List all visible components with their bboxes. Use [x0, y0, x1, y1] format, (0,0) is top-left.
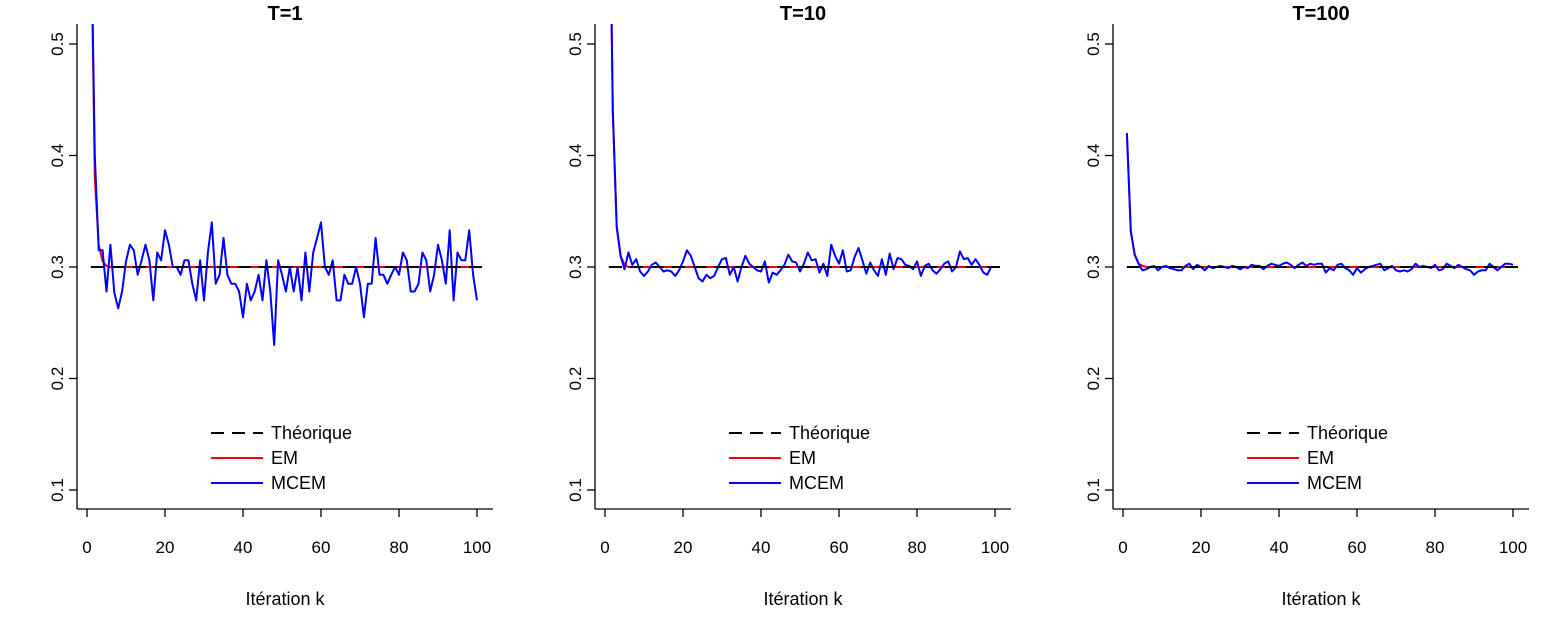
y-tick-label: 0.5 [48, 32, 67, 56]
legend-label: MCEM [789, 473, 844, 493]
x-axis-label: Itération k [763, 589, 843, 609]
y-tick-label: 0.2 [48, 367, 67, 391]
series-em-line [610, 24, 995, 268]
y-tick-label: 0.1 [1084, 478, 1103, 502]
y-tick-label: 0.3 [566, 255, 585, 279]
y-tick-label: 0.4 [1084, 144, 1103, 168]
x-tick-label: 60 [830, 538, 849, 557]
legend: Théorique EM MCEM [1247, 423, 1388, 493]
x-tick-label: 20 [1192, 538, 1211, 557]
y-tick-label: 0.3 [1084, 255, 1103, 279]
series-group [1125, 133, 1523, 276]
y-tick-label: 0.2 [1084, 367, 1103, 391]
x-tick-label: 20 [674, 538, 693, 557]
x-tick-label: 60 [312, 538, 331, 557]
legend: Théorique EM MCEM [211, 423, 352, 493]
legend-label: Théorique [789, 423, 870, 443]
y-tick-label: 0.3 [48, 255, 67, 279]
series-mcem-line [91, 24, 478, 346]
panel-title: T=100 [1292, 3, 1349, 25]
y-tick-label: 0.1 [566, 478, 585, 502]
panel-3: T=100 0.1 0.2 0.3 0.4 0.5 0 20 40 60 80 100 Itératio… [1084, 3, 1529, 609]
series-em-line [1125, 133, 1513, 268]
legend-label: MCEM [271, 473, 326, 493]
legend-label: EM [1307, 448, 1334, 468]
legend-label: MCEM [1307, 473, 1362, 493]
y-tick-label: 0.4 [48, 144, 67, 168]
panel-2: T=10 0.1 0.2 0.3 0.4 0.5 0 20 40 60 80 100 Itération… [566, 3, 1011, 609]
x-tick-label: 100 [463, 538, 491, 557]
legend: Théorique EM MCEM [729, 423, 870, 493]
series-mcem-line [1125, 133, 1514, 276]
x-tick-label: 40 [752, 538, 771, 557]
x-tick-label: 40 [234, 538, 253, 557]
legend-label: Théorique [271, 423, 352, 443]
y-tick-label: 0.2 [566, 367, 585, 391]
y-tick-label: 0.1 [48, 478, 67, 502]
x-tick-label: 40 [1270, 538, 1289, 557]
y-tick-label: 0.5 [566, 32, 585, 56]
series-mcem-line [610, 24, 995, 284]
legend-label: EM [271, 448, 298, 468]
series-group [608, 24, 1005, 284]
x-tick-label: 80 [1426, 538, 1445, 557]
x-tick-label: 0 [82, 538, 91, 557]
panel-1: T=1 0.1 0.2 0.3 0.4 0.5 0 20 40 60 80 100 Itération … [48, 3, 493, 609]
panel-title: T=1 [267, 3, 302, 25]
x-tick-label: 0 [1118, 538, 1127, 557]
x-tick-label: 0 [600, 538, 609, 557]
x-tick-label: 20 [156, 538, 175, 557]
legend-label: EM [789, 448, 816, 468]
series-em-line [91, 24, 477, 268]
x-tick-label: 100 [981, 538, 1009, 557]
y-tick-label: 0.5 [1084, 32, 1103, 56]
x-tick-label: 80 [908, 538, 927, 557]
x-tick-label: 100 [1499, 538, 1527, 557]
y-tick-label: 0.4 [566, 144, 585, 168]
series-group [90, 24, 487, 346]
x-axis-label: Itération k [245, 589, 325, 609]
panel-title: T=10 [780, 3, 826, 25]
x-axis-label: Itération k [1281, 589, 1361, 609]
x-tick-label: 80 [390, 538, 409, 557]
legend-label: Théorique [1307, 423, 1388, 443]
x-tick-label: 60 [1348, 538, 1367, 557]
